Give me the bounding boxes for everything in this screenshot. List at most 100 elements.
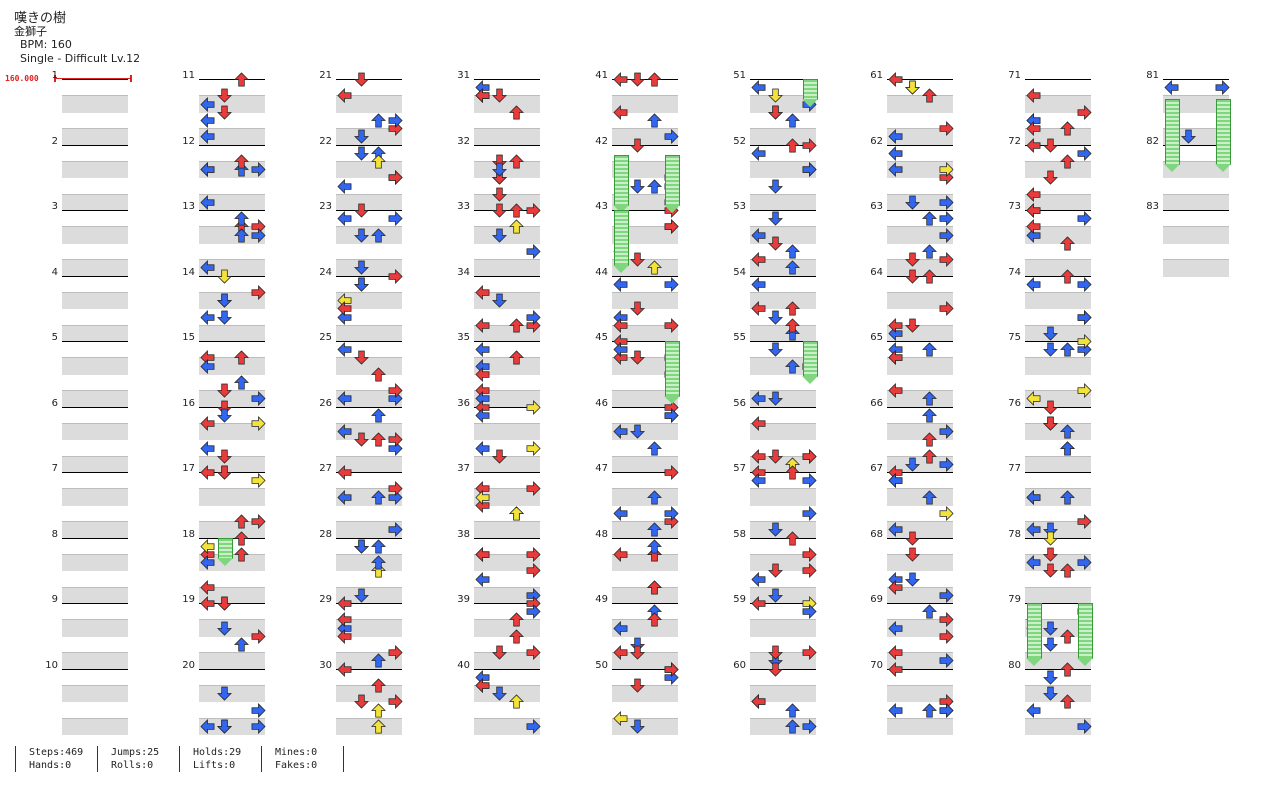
beat-stripe xyxy=(1025,259,1091,277)
left-arrow-note xyxy=(337,424,352,440)
measure-line xyxy=(474,144,540,146)
measure: 26 xyxy=(319,398,403,474)
up-arrow-note xyxy=(922,702,937,718)
beat-stripe xyxy=(750,488,816,506)
up-arrow-note xyxy=(922,391,937,406)
up-arrow-note xyxy=(509,612,524,627)
right-arrow-note xyxy=(939,162,954,178)
right-arrow-note xyxy=(1077,276,1092,292)
left-arrow-note xyxy=(337,301,352,317)
measure-number: 14 xyxy=(182,266,195,278)
measure-line xyxy=(1025,341,1091,342)
measure: 6 xyxy=(52,398,128,474)
left-arrow-note xyxy=(337,342,352,358)
up-arrow-note xyxy=(509,318,524,333)
beat-stripe xyxy=(336,226,402,244)
beat-stripe xyxy=(612,357,678,375)
right-arrow-note xyxy=(388,694,403,710)
beat-stripe xyxy=(62,652,128,670)
measure-line xyxy=(62,472,128,473)
measure-line xyxy=(62,210,128,211)
beat-stripe xyxy=(62,95,128,113)
left-arrow-note xyxy=(613,506,628,521)
measure: 11 xyxy=(182,70,265,146)
beat-stripe xyxy=(336,193,402,212)
measure-number: 41 xyxy=(595,70,608,81)
down-arrow-note xyxy=(217,449,232,464)
down-arrow-note xyxy=(768,662,783,677)
up-arrow-note xyxy=(234,375,249,390)
measure-line xyxy=(750,275,816,277)
hold-note xyxy=(614,154,629,206)
up-arrow-note xyxy=(647,113,662,128)
up-arrow-note xyxy=(371,555,386,570)
up-arrow-note xyxy=(371,678,386,693)
beat-stripe xyxy=(62,324,128,343)
left-arrow-note xyxy=(613,546,628,562)
measure-line xyxy=(887,210,953,211)
down-arrow-note xyxy=(768,522,783,537)
hold-tail xyxy=(613,204,629,213)
beat-stripe xyxy=(612,553,678,572)
beat-stripe xyxy=(199,390,265,408)
measure: 5 xyxy=(52,332,128,408)
measure-line xyxy=(336,406,402,408)
measure-number: 6 xyxy=(51,397,58,409)
measure-line xyxy=(1025,79,1091,80)
down-arrow-note xyxy=(630,645,645,660)
measure-line xyxy=(336,341,402,342)
beat-stripe xyxy=(199,684,265,703)
beat-stripe xyxy=(62,160,128,179)
right-arrow-note xyxy=(388,113,403,128)
measure: 70 xyxy=(870,660,954,736)
measure-line xyxy=(474,603,540,604)
left-arrow-note xyxy=(337,661,352,677)
beat-stripe xyxy=(199,160,265,179)
left-arrow-note xyxy=(1026,702,1041,718)
left-arrow-note xyxy=(1026,203,1041,218)
measure-number: 15 xyxy=(182,332,195,343)
beat-stripe xyxy=(750,291,816,310)
measure-number: 76 xyxy=(1008,397,1021,409)
measure: 48 xyxy=(595,529,678,605)
left-arrow-note xyxy=(475,407,490,423)
up-arrow-note xyxy=(371,653,386,668)
up-arrow-note xyxy=(785,244,800,259)
measure-line xyxy=(1163,144,1229,146)
measure-line xyxy=(750,603,816,604)
right-arrow-note xyxy=(526,481,541,497)
down-arrow-note xyxy=(217,719,232,734)
right-arrow-note xyxy=(939,612,954,628)
measure-line xyxy=(199,210,265,211)
measure-number: 83 xyxy=(1146,201,1159,212)
left-arrow-note xyxy=(337,612,352,628)
measure-line xyxy=(1025,275,1091,277)
measure-line xyxy=(887,341,953,342)
right-arrow-note xyxy=(664,407,679,423)
right-arrow-note xyxy=(802,448,817,464)
beat-stripe xyxy=(336,586,402,605)
measure-line xyxy=(199,603,265,604)
left-arrow-note xyxy=(475,571,490,587)
right-arrow-note xyxy=(526,718,541,734)
left-arrow-note xyxy=(1026,555,1041,571)
measure-line xyxy=(199,668,265,670)
measure: 68 xyxy=(870,529,954,605)
measure-line xyxy=(62,341,128,342)
measure-number: 64 xyxy=(870,266,883,278)
measure: 10 xyxy=(45,660,128,736)
left-arrow-note xyxy=(751,596,766,611)
right-arrow-note xyxy=(802,645,817,661)
measure-number: 73 xyxy=(1008,201,1021,212)
measure: 2 xyxy=(52,136,128,212)
left-arrow-note xyxy=(475,489,490,505)
measure-number: 13 xyxy=(182,201,195,212)
up-arrow-note xyxy=(922,408,937,423)
beat-stripe xyxy=(336,291,402,310)
down-arrow-note xyxy=(905,531,920,546)
right-arrow-note xyxy=(1077,104,1092,120)
left-arrow-note xyxy=(200,440,215,456)
left-arrow-note xyxy=(200,309,215,325)
measure: 21 xyxy=(319,70,403,146)
beat-stripe xyxy=(887,291,953,310)
